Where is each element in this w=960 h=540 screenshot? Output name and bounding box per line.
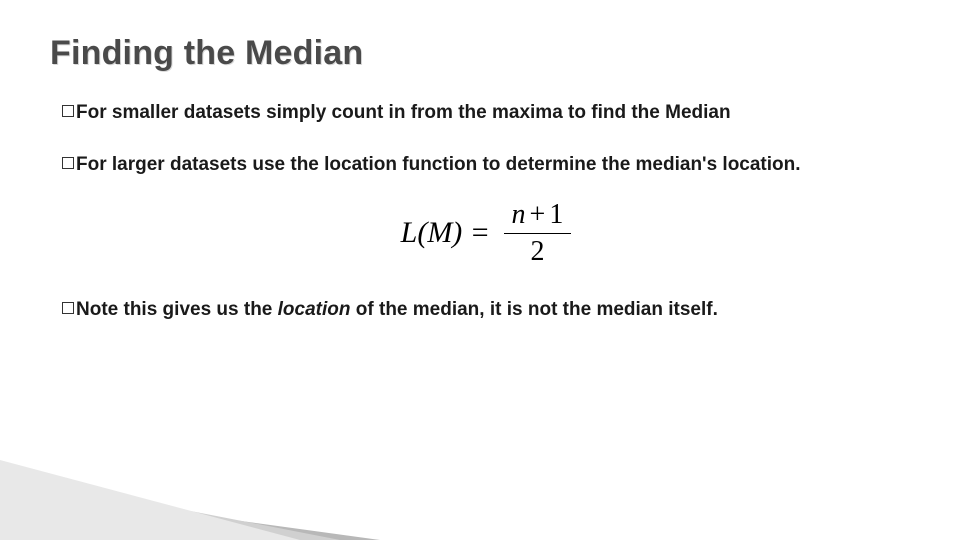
formula-numerator: n+1 bbox=[504, 199, 572, 234]
slide: Finding the Median For smaller datasets … bbox=[0, 0, 960, 540]
formula-n: n bbox=[512, 199, 526, 230]
formula: L(M) = n+1 2 bbox=[401, 199, 572, 268]
formula-denominator: 2 bbox=[504, 234, 572, 268]
bullet-text: For smaller datasets simply count in fro… bbox=[76, 102, 731, 123]
bullet-item: Note this gives us the location of the m… bbox=[62, 298, 910, 322]
formula-block: L(M) = n+1 2 bbox=[62, 199, 910, 268]
bullet-text-pre: Note this gives us the bbox=[76, 299, 278, 320]
bullet-marker-icon bbox=[62, 157, 74, 169]
bullet-item: For smaller datasets simply count in fro… bbox=[62, 101, 910, 125]
bullet-marker-icon bbox=[62, 105, 74, 117]
bullet-text: For larger datasets use the location fun… bbox=[76, 154, 801, 175]
bullet-marker-icon bbox=[62, 302, 74, 314]
formula-plus: + bbox=[526, 199, 550, 230]
bullet-list: For smaller datasets simply count in fro… bbox=[50, 101, 910, 321]
slide-title: Finding the Median bbox=[50, 34, 910, 73]
bullet-text-post: of the median, it is not the median itse… bbox=[351, 299, 718, 320]
formula-one: 1 bbox=[549, 199, 563, 230]
bullet-item: For larger datasets use the location fun… bbox=[62, 153, 910, 177]
formula-fraction: n+1 2 bbox=[504, 199, 572, 268]
decorative-wedge-icon bbox=[0, 420, 380, 540]
formula-lhs: L(M) = bbox=[401, 216, 490, 250]
bullet-text-emphasis: location bbox=[278, 299, 351, 320]
